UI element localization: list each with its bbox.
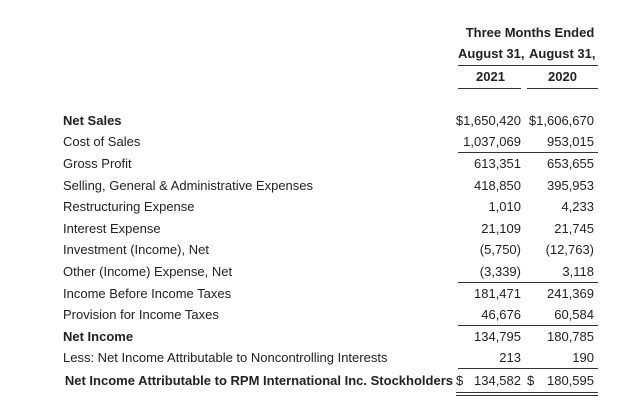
row-value-2021: 1,037,069 (463, 134, 521, 149)
row-label-net-income: Net Income (63, 329, 134, 344)
row-label-gross-profit: Gross Profit (63, 156, 132, 171)
row-value-2021: 613,351 (474, 156, 521, 171)
row-label-net-income-rpm: Net Income Attributable to RPM Internati… (64, 373, 453, 388)
row-value-2021: (3,339) (479, 264, 521, 279)
row-value-2020: (12,763) (545, 242, 594, 257)
row-value-2021: 181,471 (474, 286, 521, 301)
row-value-2021: 134,582 (474, 373, 521, 388)
row-label-income-before-taxes: Income Before Income Taxes (63, 286, 232, 301)
row-label-other: Other (Income) Expense, Net (63, 264, 233, 279)
row-value-2020: 953,015 (547, 134, 594, 149)
row-value-2021: (5,750) (479, 242, 521, 257)
currency-symbol: $ (456, 373, 464, 388)
row-value-2021: 21,109 (481, 221, 521, 236)
col2-year-header: 2020 (548, 69, 577, 84)
double-rule-top (456, 392, 598, 393)
row-value-2020: 190 (572, 350, 594, 365)
row-value-2020: 60,584 (554, 307, 594, 322)
row-value-2021: 46,676 (481, 307, 521, 322)
row-label-net-sales: Net Sales (63, 113, 122, 128)
row-value-2021: 1,010 (488, 199, 521, 214)
col1-year-header: 2021 (476, 69, 505, 84)
row-value-2021: 213 (499, 350, 521, 365)
col2-date-header: August 31, (529, 46, 596, 61)
subtotal-rule (458, 282, 598, 283)
row-label-cost-of-sales: Cost of Sales (63, 134, 141, 149)
row-value-2021: 134,795 (474, 329, 521, 344)
col1-date-header: August 31, (458, 46, 525, 61)
row-value-2020: 4,233 (561, 199, 594, 214)
double-rule-bottom (456, 395, 598, 396)
period-title: Three Months Ended (465, 25, 595, 40)
row-value-2020: 180,785 (547, 329, 594, 344)
row-value-2020: 241,369 (547, 286, 594, 301)
subtotal-rule (458, 325, 598, 326)
row-value-2020: 3,118 (562, 264, 594, 279)
row-label-investment: Investment (Income), Net (63, 242, 209, 257)
row-value-2021: 418,850 (474, 178, 521, 193)
row-value-2020: $1,606,670 (528, 113, 594, 128)
header-rule (458, 65, 598, 66)
currency-symbol: $ (527, 373, 535, 388)
row-label-sga: Selling, General & Administrative Expens… (63, 178, 314, 193)
row-label-provision-taxes: Provision for Income Taxes (63, 307, 219, 322)
row-label-noncontrolling: Less: Net Income Attributable to Noncont… (63, 350, 388, 365)
row-label-interest: Interest Expense (63, 221, 161, 236)
row-value-2020: 21,745 (554, 221, 594, 236)
row-value-2021: $1,650,420 (455, 113, 521, 128)
subtotal-rule (458, 152, 598, 153)
row-value-2020: 395,953 (547, 178, 594, 193)
row-value-2020: 180,595 (547, 373, 594, 388)
col1-year-rule (458, 88, 521, 89)
col2-year-rule (527, 88, 598, 89)
row-label-restructuring: Restructuring Expense (63, 199, 195, 214)
subtotal-rule (458, 368, 598, 369)
row-value-2020: 653,655 (547, 156, 594, 171)
